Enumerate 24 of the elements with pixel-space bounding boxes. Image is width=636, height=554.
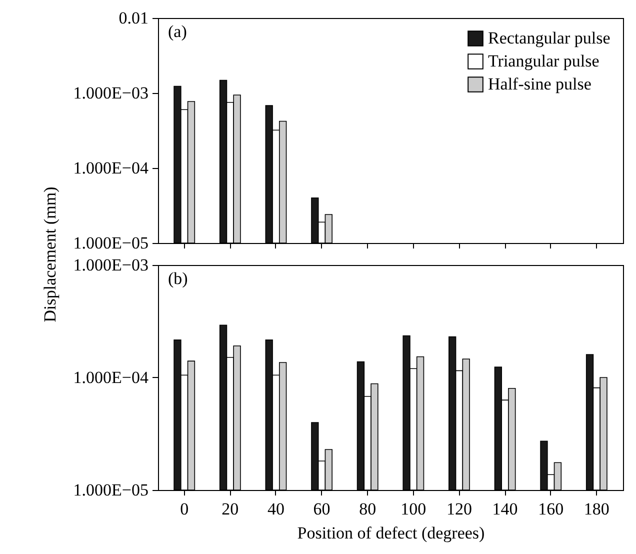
x-tick-label: 120: [446, 500, 472, 518]
legend-label: Rectangular pulse: [488, 28, 610, 48]
y-tick-label: 1.000E−03: [73, 256, 148, 274]
x-tick-label: 0: [180, 500, 189, 518]
y-tick-label: 1.000E−05: [73, 480, 148, 500]
annotation: (a): [168, 22, 187, 41]
x-tick-label: 160: [538, 500, 564, 518]
x-tick-label: 180: [584, 500, 610, 518]
y-tick-label: 1.000E−04: [73, 368, 149, 387]
x-tick-label: 20: [222, 500, 239, 518]
x-tick-label: 100: [400, 500, 426, 518]
annotation: (b): [168, 269, 188, 288]
x-tick-label: 140: [492, 500, 518, 518]
x-tick-label: 60: [313, 500, 330, 518]
legend-label: Triangular pulse: [488, 52, 600, 70]
y-tick-label: 1.000E−04: [73, 158, 149, 178]
legend-label: Half-sine pulse: [488, 74, 592, 94]
x-tick-label: 80: [359, 500, 376, 518]
y-tick-label: 1.000E−03: [73, 84, 148, 102]
y-tick-label: 1.000E−05: [73, 234, 148, 252]
x-tick-label: 40: [267, 500, 284, 518]
y-axis-title: Displacement (mm): [40, 186, 60, 322]
y-tick-label: 0.01: [118, 8, 148, 28]
x-axis-title: Position of defect (degrees): [297, 524, 485, 542]
